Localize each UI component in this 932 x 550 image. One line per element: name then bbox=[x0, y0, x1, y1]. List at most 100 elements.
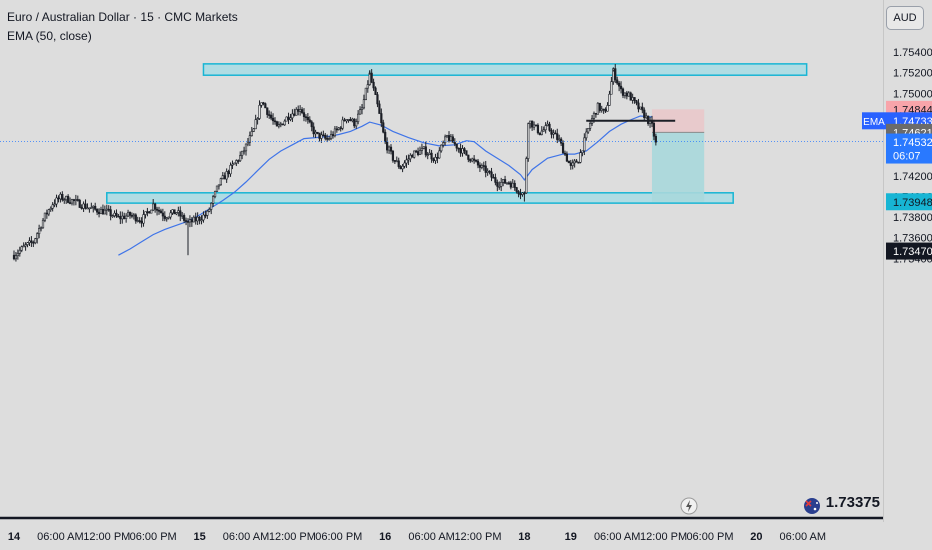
candle-body bbox=[413, 150, 416, 158]
candle bbox=[639, 106, 642, 110]
candle bbox=[569, 159, 572, 170]
candle-body bbox=[306, 116, 309, 121]
x-tick-label: 14 bbox=[8, 531, 21, 543]
candle-body bbox=[436, 157, 439, 159]
candle bbox=[610, 76, 613, 95]
candle bbox=[217, 184, 221, 190]
australia-flag-icon[interactable] bbox=[804, 498, 820, 514]
candle-body bbox=[594, 112, 598, 115]
candle bbox=[618, 81, 621, 92]
candle-body bbox=[616, 79, 619, 84]
candle bbox=[43, 212, 47, 223]
candle bbox=[94, 202, 97, 211]
candle bbox=[61, 191, 64, 202]
candle-body bbox=[258, 104, 261, 119]
candle-body bbox=[55, 197, 58, 205]
candle-body bbox=[587, 128, 590, 133]
candle-body bbox=[637, 102, 640, 110]
candle bbox=[372, 78, 375, 91]
candle-body bbox=[248, 135, 251, 143]
stop-loss-area[interactable] bbox=[651, 109, 705, 133]
candle-body bbox=[250, 131, 253, 136]
candle-body bbox=[478, 164, 482, 168]
candle bbox=[271, 113, 275, 125]
y-tick-label: 1.73800 bbox=[893, 212, 932, 224]
candle bbox=[577, 161, 580, 164]
target-price-label[interactable]: 1.73948 bbox=[886, 193, 932, 211]
candle-body bbox=[633, 97, 636, 101]
candle bbox=[393, 160, 396, 164]
candle-body bbox=[505, 182, 509, 185]
candle-body bbox=[542, 129, 545, 132]
candle-body bbox=[22, 245, 25, 248]
candle-body bbox=[80, 207, 83, 209]
candle bbox=[587, 127, 590, 134]
candle bbox=[24, 242, 27, 251]
candle-body bbox=[592, 112, 596, 119]
candle bbox=[575, 159, 578, 163]
candle bbox=[266, 107, 269, 118]
resistance-zone[interactable] bbox=[202, 63, 808, 76]
candle-body bbox=[275, 121, 279, 127]
low-price-label[interactable]: 1.73470 bbox=[886, 242, 932, 260]
candle bbox=[295, 107, 298, 116]
candle-body bbox=[635, 100, 638, 104]
candle bbox=[333, 126, 337, 138]
candle bbox=[540, 126, 543, 136]
candle-body bbox=[125, 215, 128, 219]
candle bbox=[376, 91, 379, 108]
candle bbox=[125, 213, 128, 223]
candle bbox=[399, 165, 402, 170]
candle bbox=[126, 209, 130, 217]
last-price-label[interactable]: 1.74532 06:07 bbox=[886, 133, 932, 164]
candle-body bbox=[602, 108, 605, 111]
candle bbox=[223, 172, 226, 180]
candle-body bbox=[343, 119, 346, 122]
candle bbox=[76, 195, 79, 202]
lightning-event-icon[interactable] bbox=[680, 497, 698, 515]
candle-body bbox=[606, 105, 609, 112]
candle bbox=[378, 100, 381, 114]
candle-body bbox=[577, 161, 580, 164]
candle-body bbox=[165, 217, 168, 220]
candle bbox=[420, 143, 424, 155]
candle bbox=[637, 98, 640, 113]
candle-body bbox=[519, 193, 522, 196]
candle bbox=[38, 224, 41, 239]
candle-body bbox=[300, 109, 304, 113]
candle-body bbox=[289, 117, 292, 120]
currency-button[interactable]: AUD bbox=[886, 6, 924, 30]
candle-body bbox=[502, 179, 505, 183]
candle-body bbox=[569, 162, 572, 166]
candle bbox=[171, 209, 174, 216]
candle bbox=[654, 133, 657, 146]
take-profit-area[interactable] bbox=[651, 132, 705, 202]
candle bbox=[527, 122, 530, 162]
candle bbox=[453, 138, 456, 147]
candle bbox=[20, 245, 23, 253]
candle bbox=[558, 134, 561, 142]
candle bbox=[250, 126, 253, 137]
candle bbox=[18, 246, 21, 257]
candle-body bbox=[426, 154, 429, 157]
candle-body bbox=[459, 148, 462, 154]
candle bbox=[103, 205, 106, 215]
indicator-legend[interactable]: EMA (50, close) bbox=[7, 29, 92, 43]
candle bbox=[107, 205, 110, 212]
candle bbox=[45, 209, 48, 219]
candle bbox=[262, 101, 265, 106]
candle bbox=[467, 154, 470, 163]
candle-body bbox=[194, 216, 197, 222]
candle bbox=[536, 123, 540, 135]
candle-body bbox=[442, 142, 445, 146]
candle bbox=[130, 212, 134, 219]
candle-body bbox=[239, 155, 242, 162]
candle-body bbox=[252, 128, 255, 132]
candle-body bbox=[70, 199, 74, 204]
candle bbox=[505, 182, 509, 185]
x-tick-label: 06:00 AM bbox=[780, 531, 826, 543]
candle bbox=[652, 119, 656, 141]
candle-body bbox=[186, 221, 190, 223]
support-zone[interactable] bbox=[106, 192, 734, 204]
